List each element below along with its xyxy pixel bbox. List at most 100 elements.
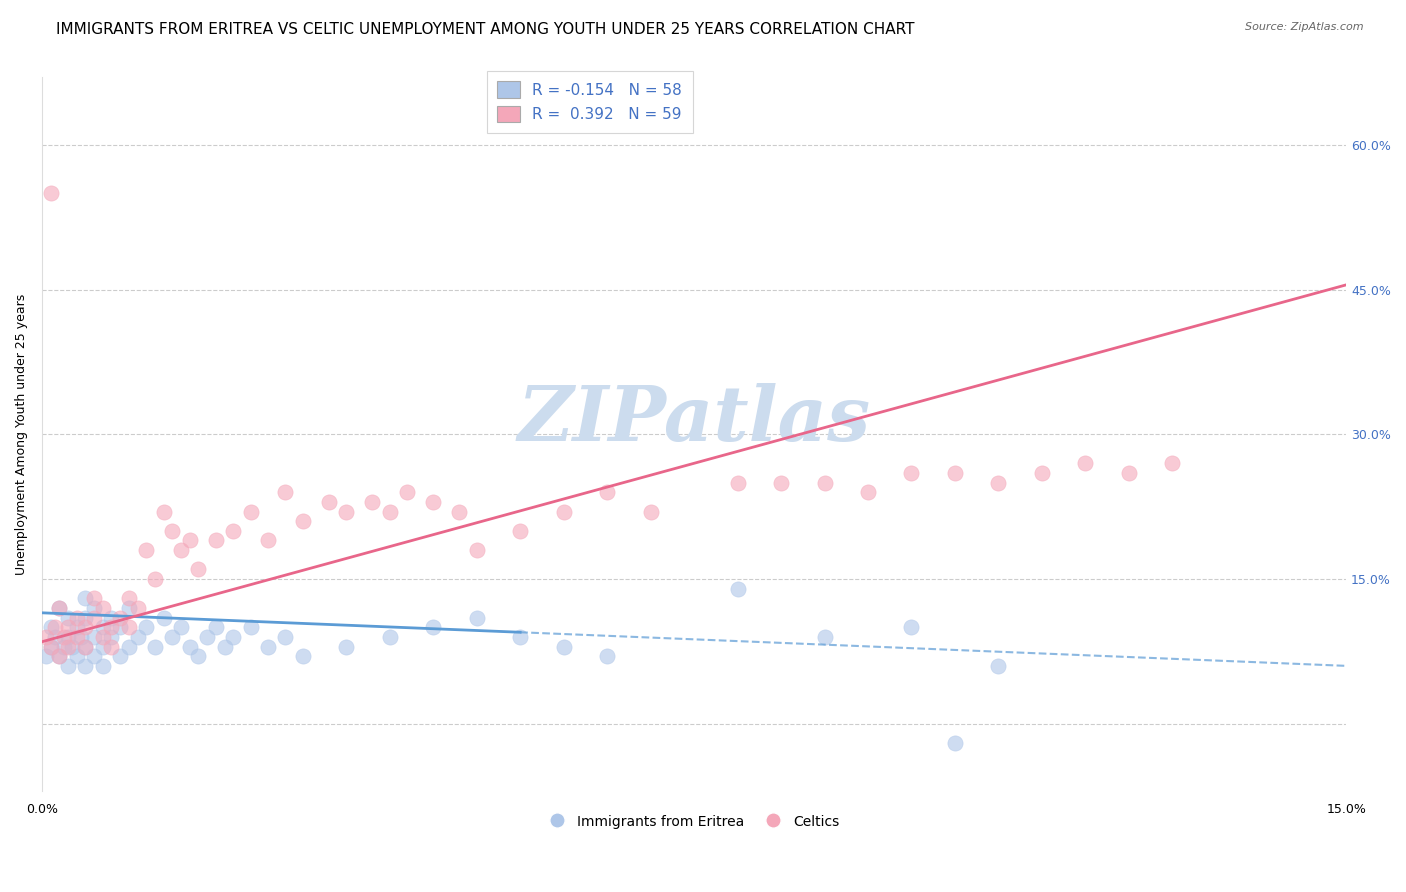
Point xyxy=(39,640,62,654)
Point xyxy=(465,543,488,558)
Point xyxy=(118,591,141,606)
Point xyxy=(70,630,93,644)
Point xyxy=(465,610,488,624)
Point xyxy=(1031,466,1053,480)
Point xyxy=(335,640,357,654)
Point xyxy=(727,582,749,596)
Point xyxy=(39,186,62,201)
Point xyxy=(127,601,149,615)
Point xyxy=(91,630,114,644)
Point xyxy=(162,630,184,644)
Point xyxy=(943,736,966,750)
Point xyxy=(44,630,66,644)
Point xyxy=(274,485,297,500)
Point xyxy=(179,640,201,654)
Point xyxy=(83,630,105,644)
Point xyxy=(44,620,66,634)
Point xyxy=(108,649,131,664)
Point xyxy=(553,504,575,518)
Point xyxy=(100,610,122,624)
Point xyxy=(66,630,89,644)
Point xyxy=(727,475,749,490)
Point xyxy=(48,649,70,664)
Point xyxy=(813,475,835,490)
Point xyxy=(291,649,314,664)
Point xyxy=(91,640,114,654)
Point xyxy=(75,620,97,634)
Point xyxy=(39,620,62,634)
Point xyxy=(118,601,141,615)
Point xyxy=(162,524,184,538)
Point xyxy=(1161,456,1184,470)
Point xyxy=(170,620,193,634)
Point xyxy=(152,504,174,518)
Point xyxy=(143,572,166,586)
Point xyxy=(75,640,97,654)
Point xyxy=(900,466,922,480)
Point xyxy=(239,504,262,518)
Point xyxy=(195,630,218,644)
Point xyxy=(52,640,75,654)
Point xyxy=(239,620,262,634)
Point xyxy=(56,658,79,673)
Point xyxy=(108,610,131,624)
Point xyxy=(52,630,75,644)
Point xyxy=(378,630,401,644)
Point xyxy=(75,591,97,606)
Point xyxy=(35,649,58,664)
Point xyxy=(118,640,141,654)
Point xyxy=(108,620,131,634)
Point xyxy=(83,601,105,615)
Point xyxy=(987,658,1010,673)
Point xyxy=(1074,456,1097,470)
Point xyxy=(422,495,444,509)
Point xyxy=(214,640,236,654)
Point xyxy=(91,620,114,634)
Y-axis label: Unemployment Among Youth under 25 years: Unemployment Among Youth under 25 years xyxy=(15,293,28,575)
Point xyxy=(91,601,114,615)
Point xyxy=(596,485,619,500)
Point xyxy=(48,601,70,615)
Point xyxy=(509,630,531,644)
Point xyxy=(553,640,575,654)
Point xyxy=(204,620,226,634)
Point xyxy=(66,649,89,664)
Point xyxy=(378,504,401,518)
Point xyxy=(83,649,105,664)
Point xyxy=(100,640,122,654)
Point xyxy=(118,620,141,634)
Point xyxy=(396,485,419,500)
Point xyxy=(187,649,209,664)
Point xyxy=(222,630,245,644)
Point xyxy=(100,620,122,634)
Point xyxy=(83,610,105,624)
Point xyxy=(56,620,79,634)
Text: ZIPatlas: ZIPatlas xyxy=(517,383,870,457)
Point xyxy=(179,533,201,548)
Point xyxy=(48,649,70,664)
Point xyxy=(361,495,384,509)
Point xyxy=(66,620,89,634)
Point xyxy=(56,630,79,644)
Point xyxy=(640,504,662,518)
Point xyxy=(222,524,245,538)
Point xyxy=(770,475,793,490)
Point xyxy=(596,649,619,664)
Point xyxy=(274,630,297,644)
Point xyxy=(75,640,97,654)
Text: Source: ZipAtlas.com: Source: ZipAtlas.com xyxy=(1246,22,1364,32)
Legend: Immigrants from Eritrea, Celtics: Immigrants from Eritrea, Celtics xyxy=(544,809,845,834)
Point xyxy=(66,610,89,624)
Point xyxy=(135,543,157,558)
Point xyxy=(152,610,174,624)
Point xyxy=(187,562,209,576)
Point xyxy=(48,601,70,615)
Point xyxy=(987,475,1010,490)
Point xyxy=(422,620,444,634)
Point xyxy=(257,640,280,654)
Point xyxy=(75,610,97,624)
Point xyxy=(291,514,314,528)
Point xyxy=(204,533,226,548)
Point xyxy=(143,640,166,654)
Point xyxy=(900,620,922,634)
